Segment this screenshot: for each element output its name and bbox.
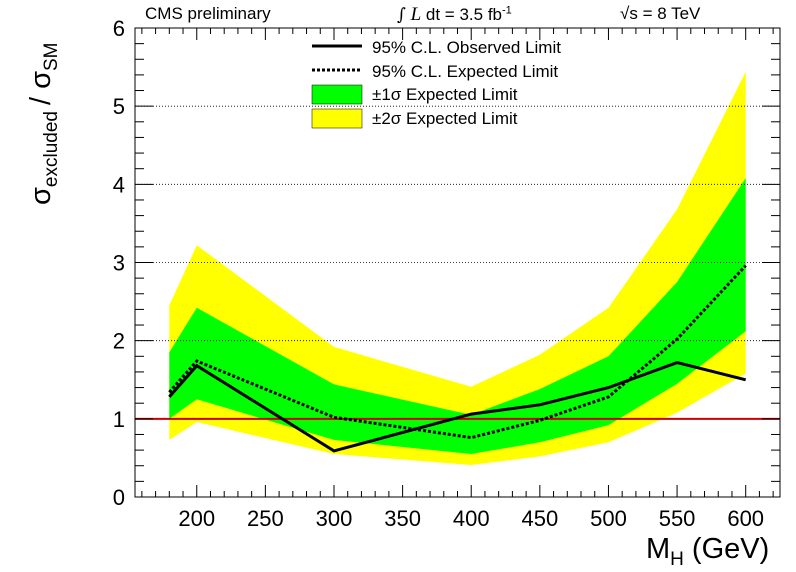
lumi-label: ∫ L dt = 3.5 fb-1 [397, 4, 512, 26]
legend-expected-label: 95% C.L. Expected Limit [372, 62, 558, 81]
y-axis-main: σ [25, 187, 57, 205]
x-tick-label: 600 [727, 506, 764, 531]
legend-band2-label: ±2σ Expected Limit [372, 109, 518, 128]
x-tick-label: 550 [659, 506, 696, 531]
x-tick-label: 400 [453, 506, 490, 531]
x-tick-label: 300 [316, 506, 353, 531]
observed-limit-line [168, 361, 747, 453]
y-axis-sep: / σ [25, 71, 57, 105]
x-tick-label: 450 [521, 506, 558, 531]
x-tick-label: 350 [384, 506, 421, 531]
y-tick-label: 5 [113, 94, 125, 119]
legend-band1-swatch [311, 84, 363, 105]
legend-band2-swatch [311, 108, 363, 129]
x-tick-label: 200 [178, 506, 215, 531]
energy-label: √s = 8 TeV [620, 4, 700, 24]
svg-text:MH(GeV): MH (GeV) [646, 533, 769, 570]
y-tick-label: 4 [113, 172, 125, 197]
x-axis-main: M [646, 533, 670, 565]
y-axis-sub: excluded [41, 111, 62, 187]
lumi-value: dt = 3.5 fb [425, 5, 502, 24]
bands-layer [169, 71, 746, 466]
legend-observed-label: 95% C.L. Observed Limit [372, 38, 561, 57]
y-tick-label: 6 [113, 16, 125, 41]
axis-layer: 200 250 300 350 400 450 500 550 600 0 1 2 3 4 5 6 [113, 16, 781, 531]
x-axis-title: MH (GeV) [646, 533, 769, 570]
y-tick-label: 1 [113, 407, 125, 432]
lumi-symbol: L [410, 4, 422, 25]
lines-layer [135, 264, 780, 453]
x-axis-unit: (GeV) [692, 533, 769, 565]
y-tick-label: 0 [113, 485, 125, 510]
y-axis-title: σexcluded / σSM [25, 43, 62, 205]
x-axis-sub: H [670, 549, 684, 570]
svg-text:σexcluded/ σSM: σexcluded / σSM [25, 43, 62, 205]
y-tick-label: 2 [113, 329, 125, 354]
expected-limit-line [168, 264, 747, 440]
y-axis-sub2: SM [41, 43, 62, 72]
energy-value: s = 8 TeV [629, 4, 701, 23]
sqrt-symbol: √ [620, 4, 630, 23]
band-1sigma [169, 178, 746, 454]
x-tick-label: 250 [247, 506, 284, 531]
legend: 95% C.L. Observed Limit 95% C.L. Expecte… [311, 38, 561, 129]
integral-symbol: ∫ [397, 5, 406, 25]
y-tick-label: 3 [113, 251, 125, 276]
lumi-exponent: -1 [502, 4, 512, 17]
legend-band1-label: ±1σ Expected Limit [372, 85, 518, 104]
x-tick-label: 500 [590, 506, 627, 531]
experiment-label: CMS preliminary [145, 4, 271, 23]
